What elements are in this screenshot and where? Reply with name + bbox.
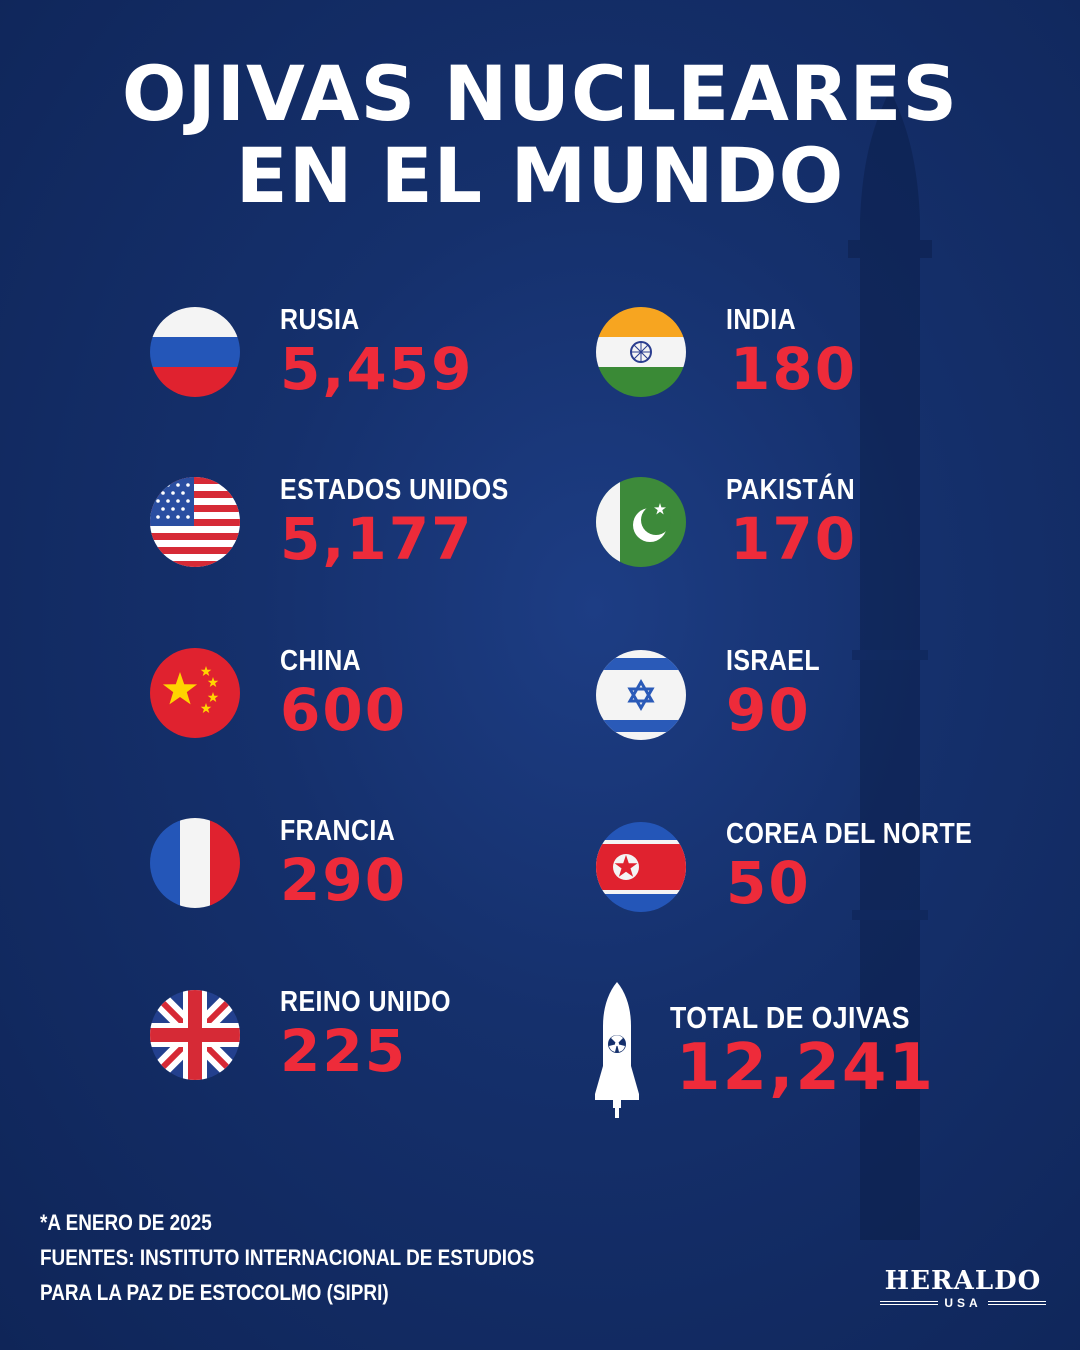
warhead-count-north-korea: 50 xyxy=(726,849,811,917)
country-name-pakistan: PAKISTÁN xyxy=(726,474,856,506)
heraldo-usa-logo: HERALDO USA xyxy=(880,1268,1046,1310)
warhead-count-china: 600 xyxy=(280,676,408,744)
footnote-source-line-1: FUENTES: INSTITUTO INTERNACIONAL DE ESTU… xyxy=(40,1245,535,1270)
logo-sub-text: USA xyxy=(944,1296,982,1310)
nuclear-warhead-icon xyxy=(595,982,639,1118)
china-flag-icon xyxy=(150,648,240,738)
india-flag-icon xyxy=(596,307,686,397)
country-name-france: FRANCIA xyxy=(280,815,396,847)
country-name-usa: ESTADOS UNIDOS xyxy=(280,474,509,506)
country-name-israel: ISRAEL xyxy=(726,645,821,677)
warhead-count-israel: 90 xyxy=(726,676,811,744)
total-label: TOTAL DE OJIVAS xyxy=(670,1000,911,1035)
warhead-count-uk: 225 xyxy=(280,1017,408,1085)
warhead-count-pakistan: 170 xyxy=(730,505,858,573)
country-name-china: CHINA xyxy=(280,645,362,677)
israel-flag-icon xyxy=(596,650,686,740)
country-name-north-korea: COREA DEL NORTE xyxy=(726,818,973,850)
warhead-count-india: 180 xyxy=(730,335,858,403)
footnote-source-line-2: PARA LA PAZ DE ESTOCOLMO (SIPRI) xyxy=(40,1280,389,1305)
warhead-count-france: 290 xyxy=(280,846,408,914)
country-name-russia: RUSIA xyxy=(280,304,360,336)
pakistan-flag-icon xyxy=(596,477,686,567)
page-title-line-1: OJIVAS NUCLEARES xyxy=(121,49,959,138)
logo-rule-left xyxy=(880,1301,939,1305)
uk-flag-icon xyxy=(150,990,240,1080)
footnote-date: *A ENERO DE 2025 xyxy=(40,1210,212,1235)
logo-main-text: HERALDO xyxy=(884,1266,1042,1296)
logo-sub-row: USA xyxy=(880,1296,1046,1310)
north-korea-flag-icon xyxy=(596,822,686,912)
usa-flag-icon xyxy=(150,477,240,567)
france-flag-icon xyxy=(150,818,240,908)
country-name-india: INDIA xyxy=(726,304,797,336)
country-name-uk: REINO UNIDO xyxy=(280,986,452,1018)
russia-flag-icon xyxy=(150,307,240,397)
warhead-count-usa: 5,177 xyxy=(280,505,474,573)
total-value: 12,241 xyxy=(676,1031,935,1105)
warhead-count-russia: 5,459 xyxy=(280,335,474,403)
page-title-line-2: EN EL MUNDO xyxy=(235,131,845,220)
logo-rule-right xyxy=(987,1301,1046,1305)
